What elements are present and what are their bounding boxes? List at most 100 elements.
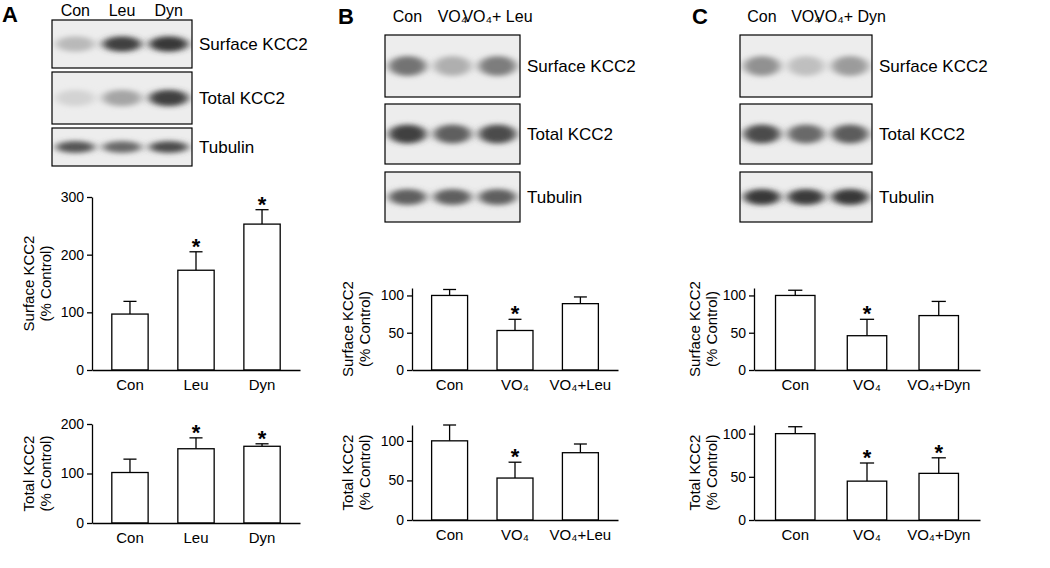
- bar-chart: 050100ConVO₄VO₄+DynTotal KCC2(% Control)…: [686, 426, 981, 543]
- y-tick: 0: [396, 512, 412, 528]
- x-tick-label: VO₄: [853, 376, 881, 393]
- x-tick: Con: [781, 520, 809, 543]
- blot-label: Surface KCC2: [199, 35, 308, 54]
- x-tick-label: VO₄+Dyn: [907, 526, 970, 543]
- y-axis: 0100200300: [61, 189, 93, 378]
- panel-1: BConVO₄VO₄+ LeuSurface KCC2Total KCC2Tub…: [338, 4, 636, 222]
- y-tick: 0: [396, 362, 412, 378]
- x-tick-label: Con: [116, 376, 144, 393]
- x-tick: Dyn: [249, 523, 276, 546]
- blot-background: [52, 20, 192, 68]
- y-tick-mark: [407, 370, 412, 371]
- error-whisker: [449, 289, 450, 295]
- bar-chart: 0100200ConLeuDynTotal KCC2(% Control)**: [20, 416, 301, 546]
- y-tick-label: 0: [738, 362, 746, 378]
- x-axis-line: [413, 370, 619, 371]
- x-tick-label: Dyn: [249, 529, 276, 546]
- error-cap: [574, 443, 587, 444]
- x-tick-label: Con: [781, 526, 809, 543]
- y-tick: 50: [730, 469, 754, 485]
- blot-band: [788, 56, 825, 76]
- blot-background: [740, 172, 872, 222]
- error-cap: [574, 296, 587, 297]
- blot: [740, 35, 872, 97]
- bar-chart: 050100ConVO₄VO₄+DynSurface KCC2(% Contro…: [686, 281, 981, 392]
- y-axis-title-line: Total KCC2: [686, 435, 703, 511]
- error-whisker: [129, 459, 130, 472]
- y-axis-line: [754, 426, 755, 521]
- panel-letter: C: [692, 4, 708, 29]
- y-axis-title-line: (% Control): [37, 246, 54, 322]
- x-axis-line: [413, 520, 619, 521]
- bar-chart: 050100ConVO₄VO₄+LeuSurface KCC2(% Contro…: [339, 281, 619, 392]
- y-tick-label: 0: [738, 512, 746, 528]
- bar: [847, 481, 886, 520]
- error-bar: [788, 290, 802, 295]
- plot-area: [432, 425, 599, 520]
- y-tick: 0: [738, 362, 754, 378]
- y-axis-title-line: Surface KCC2: [339, 281, 356, 377]
- blot-label: Tubulin: [527, 188, 582, 207]
- x-tick: Leu: [183, 523, 208, 546]
- x-tick-label: Con: [436, 526, 464, 543]
- bar: [776, 295, 815, 370]
- blot-frame: [52, 72, 192, 124]
- bar: [178, 270, 214, 370]
- blot-label: Surface KCC2: [527, 57, 636, 76]
- blot-band: [434, 189, 472, 205]
- blot-background: [385, 104, 520, 164]
- significance-marker: *: [258, 426, 267, 451]
- blot: [385, 104, 520, 164]
- bar: [244, 224, 280, 370]
- y-axis: 050100: [381, 426, 413, 528]
- x-tick-label: VO₄+Leu: [550, 376, 612, 393]
- blot-band: [832, 124, 869, 143]
- blot-band: [434, 124, 472, 143]
- blot: [385, 35, 520, 97]
- significance-marker: *: [192, 234, 201, 259]
- blot-band: [389, 56, 427, 76]
- error-whisker: [129, 301, 130, 314]
- y-tick-label: 100: [723, 287, 747, 303]
- blot-frame: [385, 35, 520, 97]
- blot-band: [479, 189, 517, 205]
- blot-background: [385, 35, 520, 97]
- blot-band: [56, 141, 95, 153]
- x-tick: VO₄+Leu: [550, 520, 612, 543]
- bar: [432, 295, 468, 370]
- blot-band: [434, 56, 472, 76]
- blot-frame: [740, 35, 872, 97]
- error-cap: [123, 458, 136, 459]
- x-tick: VO₄: [853, 520, 881, 543]
- y-axis-line: [754, 289, 755, 371]
- x-tick-label: Con: [116, 529, 144, 546]
- y-axis-title: Surface KCC2(% Control): [20, 236, 54, 332]
- y-tick-mark: [407, 441, 412, 442]
- y-tick-mark: [87, 312, 92, 313]
- error-bar: [443, 289, 456, 295]
- blot-band: [788, 189, 825, 205]
- error-bar: [123, 301, 136, 314]
- blot-frame: [385, 172, 520, 222]
- y-tick: 100: [723, 426, 754, 442]
- x-axis-line: [755, 520, 981, 521]
- significance-marker: *: [863, 445, 872, 470]
- y-axis-title-line: (% Control): [703, 291, 720, 367]
- blot-band: [479, 124, 517, 143]
- y-tick-label: 50: [388, 325, 404, 341]
- error-cap: [443, 424, 456, 425]
- blot-background: [52, 72, 192, 124]
- x-tick: Con: [116, 370, 144, 393]
- error-bar: [443, 425, 456, 441]
- bar: [497, 478, 533, 520]
- y-tick: 100: [381, 287, 412, 303]
- x-tick: Con: [436, 520, 464, 543]
- y-tick: 50: [388, 472, 412, 488]
- y-tick-label: 50: [730, 325, 746, 341]
- x-tick: VO₄+Dyn: [907, 520, 970, 543]
- x-tick-label: VO₄: [501, 376, 529, 393]
- blot-frame: [52, 20, 192, 68]
- y-axis-title-line: Surface KCC2: [20, 236, 37, 332]
- y-tick-label: 50: [730, 469, 746, 485]
- blot-band: [149, 141, 188, 153]
